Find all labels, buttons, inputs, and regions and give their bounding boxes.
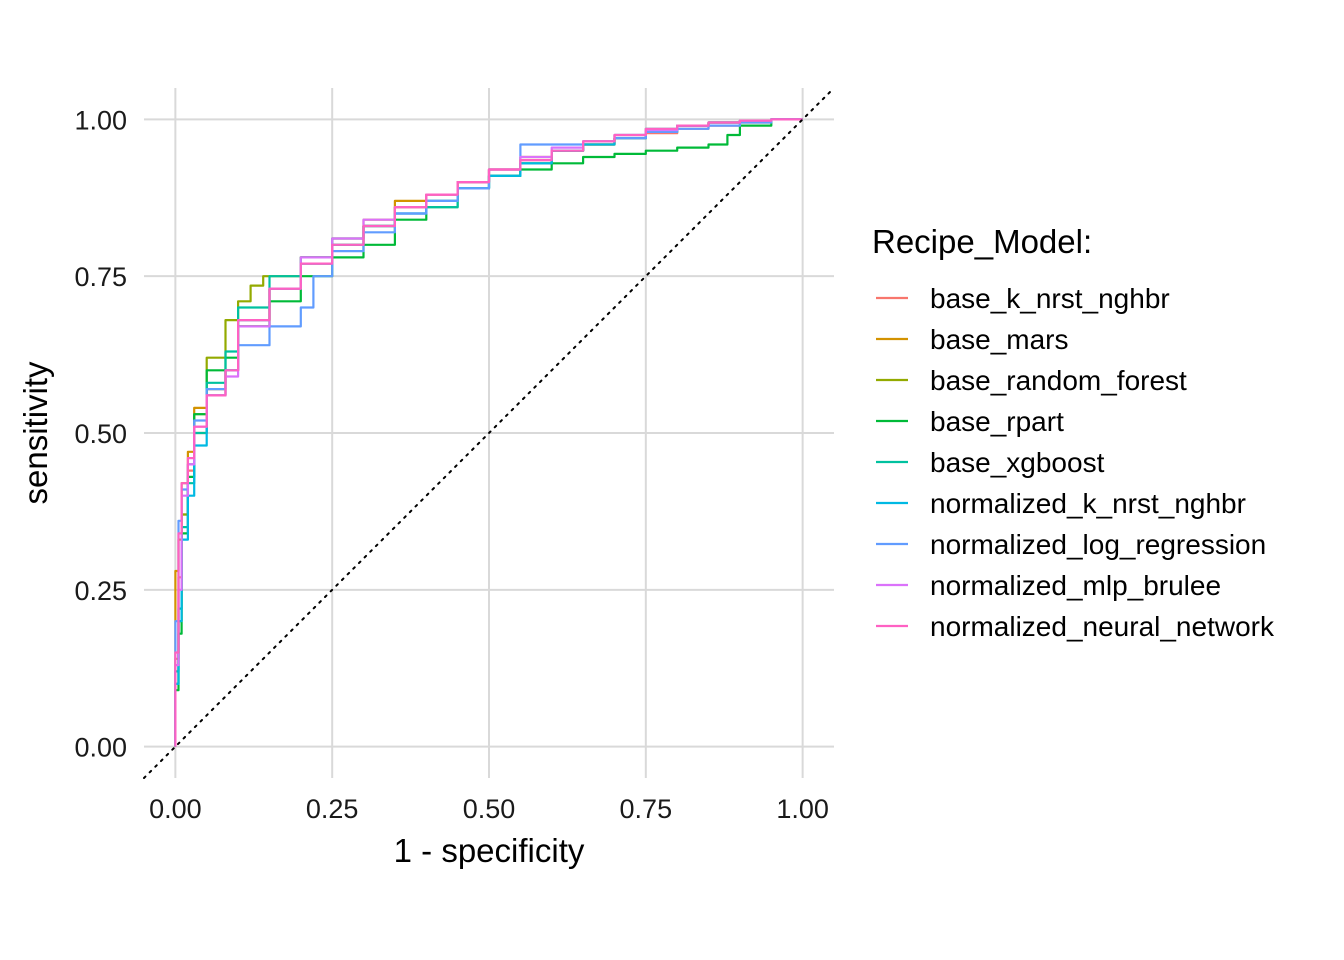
legend-label: base_rpart — [930, 406, 1064, 437]
x-tick-label: 0.75 — [620, 794, 673, 824]
x-tick-label: 0.50 — [463, 794, 516, 824]
x-tick-label: 1.00 — [776, 794, 829, 824]
legend-label: base_k_nrst_nghbr — [930, 283, 1170, 314]
legend-label: normalized_log_regression — [930, 529, 1266, 560]
x-tick-label: 0.25 — [306, 794, 359, 824]
legend-label: normalized_neural_network — [930, 611, 1275, 642]
legend: Recipe_Model: base_k_nrst_nghbr base_mars… — [872, 223, 1275, 642]
roc-curves — [174, 118, 803, 747]
y-axis-title: sensitivity — [17, 361, 54, 505]
y-axis-ticks: 0.00 0.25 0.50 0.75 1.00 — [74, 105, 127, 762]
legend-label: base_random_forest — [930, 365, 1187, 396]
roc-curve-normalized-neural-network — [174, 118, 803, 747]
y-tick-label: 1.00 — [74, 105, 127, 135]
y-tick-label: 0.25 — [74, 576, 127, 606]
y-tick-label: 0.75 — [74, 262, 127, 292]
reference-diagonal — [143, 87, 835, 779]
legend-title: Recipe_Model: — [872, 223, 1092, 260]
y-tick-label: 0.50 — [74, 419, 127, 449]
legend-items: base_k_nrst_nghbr base_mars base_random_fo… — [876, 283, 1275, 642]
legend-label: normalized_mlp_brulee — [930, 570, 1221, 601]
x-axis-title: 1 - specificity — [394, 832, 585, 869]
legend-label: base_xgboost — [930, 447, 1105, 478]
legend-label: normalized_k_nrst_nghbr — [930, 488, 1246, 519]
x-axis-ticks: 0.00 0.25 0.50 0.75 1.00 — [149, 794, 829, 824]
grid-lines — [144, 88, 834, 778]
x-tick-label: 0.00 — [149, 794, 202, 824]
y-tick-label: 0.00 — [74, 733, 127, 763]
legend-label: base_mars — [930, 324, 1069, 355]
